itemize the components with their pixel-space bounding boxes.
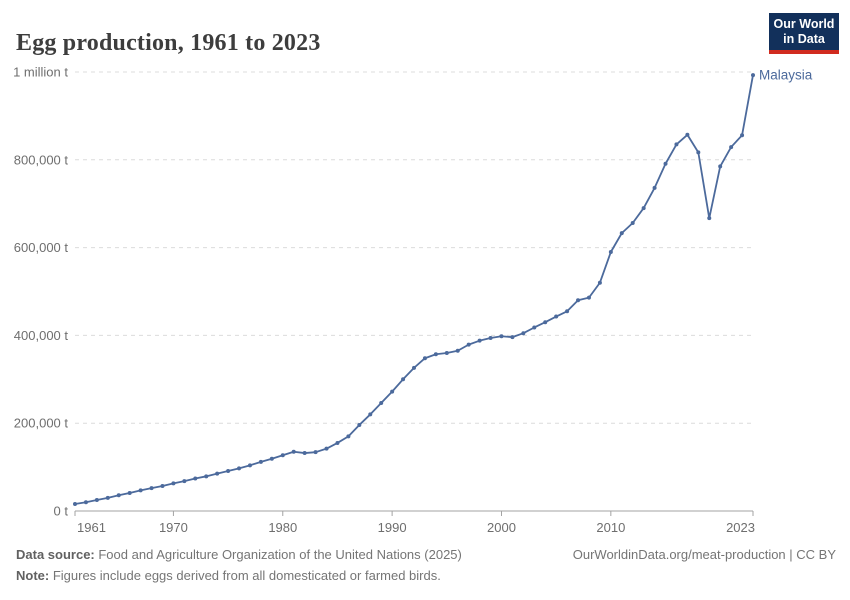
note-line: Note: Figures include eggs derived from … [16, 565, 836, 586]
data-point[interactable] [532, 325, 537, 330]
data-point[interactable] [160, 483, 165, 488]
y-axis-label: 800,000 t [14, 152, 69, 167]
data-point[interactable] [116, 493, 121, 498]
data-point[interactable] [280, 453, 285, 458]
data-point[interactable] [751, 73, 755, 78]
data-point[interactable] [127, 491, 132, 496]
owid-url-license[interactable]: OurWorldinData.org/meat-production | CC … [572, 547, 836, 562]
data-point[interactable] [565, 309, 570, 314]
data-point[interactable] [182, 479, 187, 484]
data-point[interactable] [707, 216, 712, 221]
owid-logo[interactable]: Our World in Data [769, 13, 839, 54]
data-point[interactable] [412, 365, 416, 370]
data-point[interactable] [663, 161, 668, 166]
chart-footer: Data source: Food and Agriculture Organi… [16, 544, 836, 586]
note-label: Note: [16, 568, 50, 583]
y-axis-label: 200,000 t [14, 416, 69, 431]
data-point[interactable] [740, 133, 745, 138]
data-point[interactable] [576, 298, 581, 303]
y-axis-label: 0 t [54, 504, 69, 519]
series-line-malaysia[interactable] [74, 74, 754, 505]
data-point[interactable] [422, 356, 427, 361]
x-axis-label: 1990 [378, 520, 407, 535]
data-point[interactable] [466, 342, 471, 347]
x-axis-label: 2010 [596, 520, 625, 535]
x-axis-label: 2000 [487, 520, 516, 535]
data-point[interactable] [641, 206, 646, 211]
data-point[interactable] [455, 348, 460, 353]
data-point[interactable] [619, 231, 624, 236]
data-source-text: Food and Agriculture Organization of the… [94, 547, 462, 562]
x-axis-label: 1961 [77, 520, 106, 535]
data-point[interactable] [510, 335, 515, 340]
data-point[interactable] [302, 451, 307, 456]
data-point[interactable] [543, 320, 548, 325]
data-point[interactable] [237, 466, 242, 471]
data-point[interactable] [335, 440, 340, 445]
data-point[interactable] [488, 336, 493, 341]
data-point[interactable] [685, 132, 690, 137]
x-axis-label: 1970 [159, 520, 188, 535]
data-point[interactable] [379, 401, 384, 406]
data-point[interactable] [499, 334, 504, 339]
data-point[interactable] [630, 221, 635, 226]
data-point[interactable] [652, 185, 657, 190]
data-point[interactable] [269, 456, 274, 461]
data-point[interactable] [83, 500, 88, 505]
data-point[interactable] [247, 463, 252, 468]
data-point[interactable] [390, 389, 395, 394]
chart-title: Egg production, 1961 to 2023 [16, 30, 321, 57]
data-point[interactable] [291, 449, 296, 454]
data-point[interactable] [171, 481, 176, 486]
data-point[interactable] [105, 495, 110, 500]
data-point[interactable] [346, 434, 351, 439]
data-point[interactable] [521, 331, 526, 336]
data-point[interactable] [729, 145, 734, 150]
data-point[interactable] [674, 142, 679, 147]
logo-red-bar [769, 50, 839, 54]
data-point[interactable] [138, 488, 143, 493]
data-point[interactable] [258, 459, 263, 464]
data-point[interactable] [226, 469, 231, 474]
series-label-malaysia[interactable]: Malaysia [759, 68, 813, 83]
data-point[interactable] [597, 280, 602, 285]
data-source-label: Data source: [16, 547, 95, 562]
data-point[interactable] [433, 352, 438, 357]
data-point[interactable] [193, 476, 198, 481]
data-point[interactable] [149, 486, 154, 491]
y-axis-label: 400,000 t [14, 328, 69, 343]
data-point[interactable] [368, 412, 373, 417]
x-axis-label: 2023 [726, 520, 755, 535]
y-axis-label: 600,000 t [14, 240, 69, 255]
x-axis-label: 1980 [268, 520, 297, 535]
data-point[interactable] [73, 501, 77, 506]
data-point[interactable] [586, 295, 591, 300]
data-source-line: Data source: Food and Agriculture Organi… [16, 544, 836, 565]
data-point[interactable] [94, 498, 99, 503]
data-point[interactable] [608, 249, 613, 254]
data-point[interactable] [696, 150, 701, 155]
y-axis-label: 1 million t [13, 65, 68, 80]
data-point[interactable] [477, 338, 482, 343]
note-text: Figures include eggs derived from all do… [49, 568, 441, 583]
data-point[interactable] [204, 474, 209, 479]
data-point[interactable] [324, 446, 329, 451]
data-point[interactable] [554, 314, 559, 319]
data-point[interactable] [444, 350, 449, 355]
data-point[interactable] [215, 471, 220, 476]
data-point[interactable] [313, 450, 318, 455]
data-point[interactable] [401, 377, 406, 382]
data-point[interactable] [357, 422, 362, 427]
data-point[interactable] [718, 164, 723, 169]
owid-logo-text: Our World in Data [769, 13, 839, 50]
